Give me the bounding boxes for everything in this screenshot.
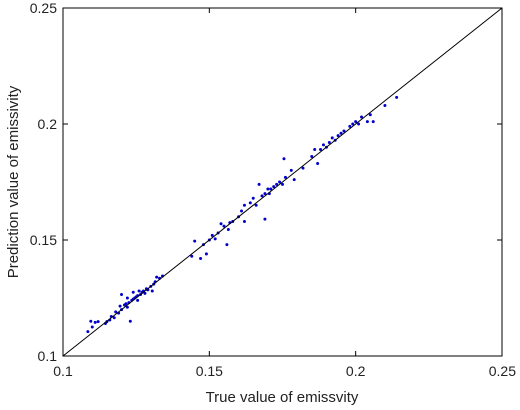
data-point xyxy=(210,233,214,237)
y-axis-label: Prediction value of emissivity xyxy=(5,85,22,278)
data-point xyxy=(330,136,334,140)
data-point xyxy=(225,243,229,247)
data-point xyxy=(292,178,296,182)
data-point xyxy=(283,175,287,179)
data-point xyxy=(128,319,132,323)
data-point xyxy=(124,302,128,306)
data-point xyxy=(118,304,122,308)
data-point xyxy=(120,293,124,297)
data-point xyxy=(112,316,116,320)
data-point xyxy=(90,325,94,329)
data-point xyxy=(131,290,135,294)
data-point xyxy=(319,148,323,152)
data-point xyxy=(327,141,331,145)
data-point xyxy=(289,168,293,172)
data-point xyxy=(371,120,375,124)
data-point xyxy=(266,187,270,191)
x-tick-label: 0.15 xyxy=(196,363,223,379)
data-point xyxy=(114,310,118,314)
x-axis-label: True value of emissvity xyxy=(206,389,359,406)
x-tick-label: 0.2 xyxy=(346,363,366,379)
data-point xyxy=(301,166,305,170)
data-point xyxy=(226,228,230,232)
data-point xyxy=(222,224,226,228)
data-point xyxy=(193,239,197,243)
y-tick-label: 0.2 xyxy=(38,116,58,132)
data-point xyxy=(348,124,352,128)
data-point xyxy=(150,289,154,293)
data-point xyxy=(336,134,340,138)
data-point xyxy=(248,201,252,205)
data-point xyxy=(137,289,141,293)
data-point xyxy=(282,157,286,161)
data-points xyxy=(86,95,399,334)
x-tick-label: 0.25 xyxy=(489,363,516,379)
data-point xyxy=(143,291,147,295)
data-point xyxy=(213,237,217,241)
data-point xyxy=(254,203,258,207)
data-point xyxy=(339,131,343,135)
axis-ticks: 0.1 0.15 0.2 0.25 0.1 0.15 0.2 0.25 xyxy=(30,0,516,379)
data-point xyxy=(354,120,358,124)
data-point xyxy=(242,203,246,207)
data-point xyxy=(86,330,90,334)
data-point xyxy=(395,95,399,99)
plot-frame xyxy=(62,7,503,357)
data-point xyxy=(204,252,208,256)
data-point xyxy=(240,209,244,213)
data-point xyxy=(251,196,255,200)
data-point xyxy=(125,296,129,300)
y-tick-label: 0.25 xyxy=(30,0,57,16)
data-point xyxy=(368,113,372,117)
data-point xyxy=(310,154,314,158)
data-point xyxy=(321,143,325,147)
data-point xyxy=(278,180,282,184)
data-point xyxy=(357,122,361,126)
identity-reference-line xyxy=(62,7,503,357)
data-point xyxy=(263,217,267,221)
data-point xyxy=(242,219,246,223)
data-point xyxy=(351,122,355,126)
data-point xyxy=(342,129,346,133)
data-point xyxy=(257,182,261,186)
data-point xyxy=(275,182,279,186)
data-point xyxy=(269,187,273,191)
data-point xyxy=(281,182,284,186)
x-tick-label: 0.1 xyxy=(53,363,73,379)
data-point xyxy=(365,120,369,124)
data-point xyxy=(219,222,223,226)
data-point xyxy=(360,115,364,119)
data-point xyxy=(125,305,129,309)
data-point xyxy=(89,319,93,323)
data-point xyxy=(199,257,203,261)
y-tick-label: 0.15 xyxy=(30,232,57,248)
data-point xyxy=(272,185,276,189)
data-point xyxy=(93,320,97,324)
y-tick-label: 0.1 xyxy=(38,348,58,364)
data-point xyxy=(96,320,100,324)
data-point xyxy=(155,275,159,279)
data-point xyxy=(313,148,317,152)
data-point xyxy=(190,254,194,258)
data-point xyxy=(260,194,264,198)
data-point xyxy=(263,192,267,196)
data-point xyxy=(316,161,320,165)
data-point xyxy=(136,298,140,302)
data-point xyxy=(383,103,387,107)
